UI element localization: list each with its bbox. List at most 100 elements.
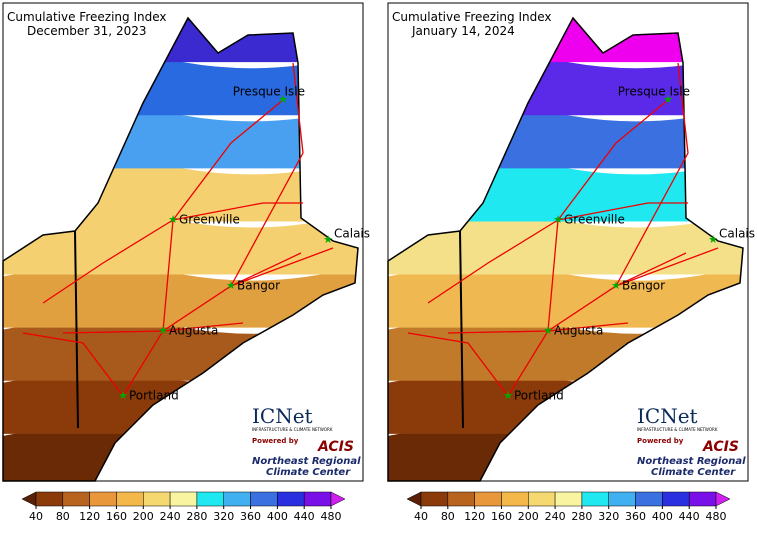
colorbar-tick-label: 160: [106, 510, 127, 523]
colorbar-box: [528, 491, 556, 507]
state-border: [459, 230, 464, 429]
colorbar-extend-high: [330, 491, 346, 507]
colorbar-box: [89, 491, 117, 507]
colorbar-tick-label: 40: [29, 510, 43, 523]
road: [407, 332, 509, 397]
city-star: ★: [158, 324, 168, 337]
panel-date: January 14, 2024: [411, 24, 515, 38]
road: [172, 202, 303, 221]
city-star: ★: [708, 233, 718, 246]
logo-box: [635, 403, 745, 431]
city-star: ★: [543, 324, 553, 337]
city-label: Portland: [129, 389, 179, 403]
road: [427, 219, 559, 304]
colorbar-tick-label: 200: [133, 510, 154, 523]
shade-band: [3, 264, 358, 328]
city-star: ★: [503, 389, 513, 402]
colorbar-tick-label: 320: [598, 510, 619, 523]
state-border: [74, 230, 79, 429]
city-star: ★: [663, 93, 673, 106]
colorbar-box: [169, 491, 198, 507]
colorbar-box: [635, 491, 663, 507]
road: [615, 62, 689, 287]
shade-band: [388, 211, 743, 275]
road: [557, 202, 688, 221]
logo-powered: Powered by: [637, 437, 684, 445]
colorbar-box: [35, 491, 64, 507]
city-star: ★: [226, 279, 236, 292]
colorbar-tick-label: 480: [706, 510, 727, 523]
shade-band: [3, 211, 358, 275]
colorbar-tick-label: 120: [464, 510, 485, 523]
road: [447, 322, 629, 334]
city-star: ★: [611, 279, 621, 292]
logo-center1: Northeast Regional: [252, 456, 361, 467]
colorbar-tick-label: 280: [186, 510, 207, 523]
road: [162, 99, 284, 332]
logo-powered: Powered by: [252, 437, 299, 445]
colorbar: 40 80 120 160 200 240 280 320 360 400 440 480: [406, 491, 731, 523]
city-label: Portland: [514, 389, 564, 403]
panel-title: Cumulative Freezing Index: [7, 10, 166, 24]
road: [42, 219, 174, 304]
city-star: ★: [553, 213, 563, 226]
city-label: Greenville: [179, 213, 240, 227]
road: [230, 247, 334, 287]
city-star: ★: [323, 233, 333, 246]
city-label: Bangor: [237, 279, 280, 293]
shade-band: [388, 264, 743, 328]
city-label: Calais: [719, 227, 755, 241]
logo-tagline: INFRASTRUCTURE & CLIMATE NETWORK: [252, 427, 333, 432]
city-label: Bangor: [622, 279, 665, 293]
road: [22, 332, 124, 397]
logo-center2: Climate Center: [266, 467, 351, 478]
colorbar-box: [447, 491, 475, 507]
city-label: Augusta: [554, 324, 603, 338]
map-panel: ★Presque Isle★ Greenville★ Calais★ Bangor★ A…: [2, 2, 370, 482]
colorbar-box: [581, 491, 609, 507]
road: [507, 252, 687, 397]
city-star: ★: [118, 389, 128, 402]
colorbar-tick-label: 240: [545, 510, 566, 523]
colorbar-tick-label: 360: [240, 510, 261, 523]
colorbar-box: [250, 491, 278, 507]
road: [547, 99, 669, 332]
colorbar-box: [143, 491, 171, 507]
colorbar-tick-label: 440: [679, 510, 700, 523]
colorbar: 40 80 120 160 200 240 280 320 360 400 440 480: [21, 491, 346, 523]
logo-center1: Northeast Regional: [637, 456, 746, 467]
colorbar-extend-low: [406, 491, 422, 507]
colorbar-tick-label: 360: [625, 510, 646, 523]
road: [615, 247, 719, 287]
logo-name: ICNet: [637, 404, 698, 428]
colorbar-extend-high: [715, 491, 731, 507]
map-panel: ★Presque Isle★ Greenville★ Calais★ Bangor★ A…: [387, 2, 755, 482]
logo-name: ICNet: [252, 404, 313, 428]
city-label: Greenville: [564, 213, 625, 227]
colorbar-tick-label: 440: [294, 510, 315, 523]
logo-box: [250, 403, 360, 431]
colorbar-extend-low: [21, 491, 37, 507]
colorbar-tick-label: 200: [518, 510, 539, 523]
colorbar-tick-label: 80: [441, 510, 455, 523]
colorbar-box: [474, 491, 502, 507]
colorbar-tick-label: 400: [652, 510, 673, 523]
colorbar-box: [554, 491, 583, 507]
logo-tagline: INFRASTRUCTURE & CLIMATE NETWORK: [637, 427, 718, 432]
colorbar-tick-label: 400: [267, 510, 288, 523]
colorbar-box: [62, 491, 90, 507]
colorbar-tick-label: 280: [571, 510, 592, 523]
colorbar-box: [662, 491, 690, 507]
colorbar-box: [196, 491, 224, 507]
colorbar-box: [608, 491, 636, 507]
city-star: ★: [168, 213, 178, 226]
colorbar-box: [223, 491, 251, 507]
colorbar-box: [116, 491, 144, 507]
colorbar-tick-label: 480: [321, 510, 342, 523]
city-star: ★: [278, 93, 288, 106]
colorbar-box: [501, 491, 529, 507]
city-label: Calais: [334, 227, 370, 241]
